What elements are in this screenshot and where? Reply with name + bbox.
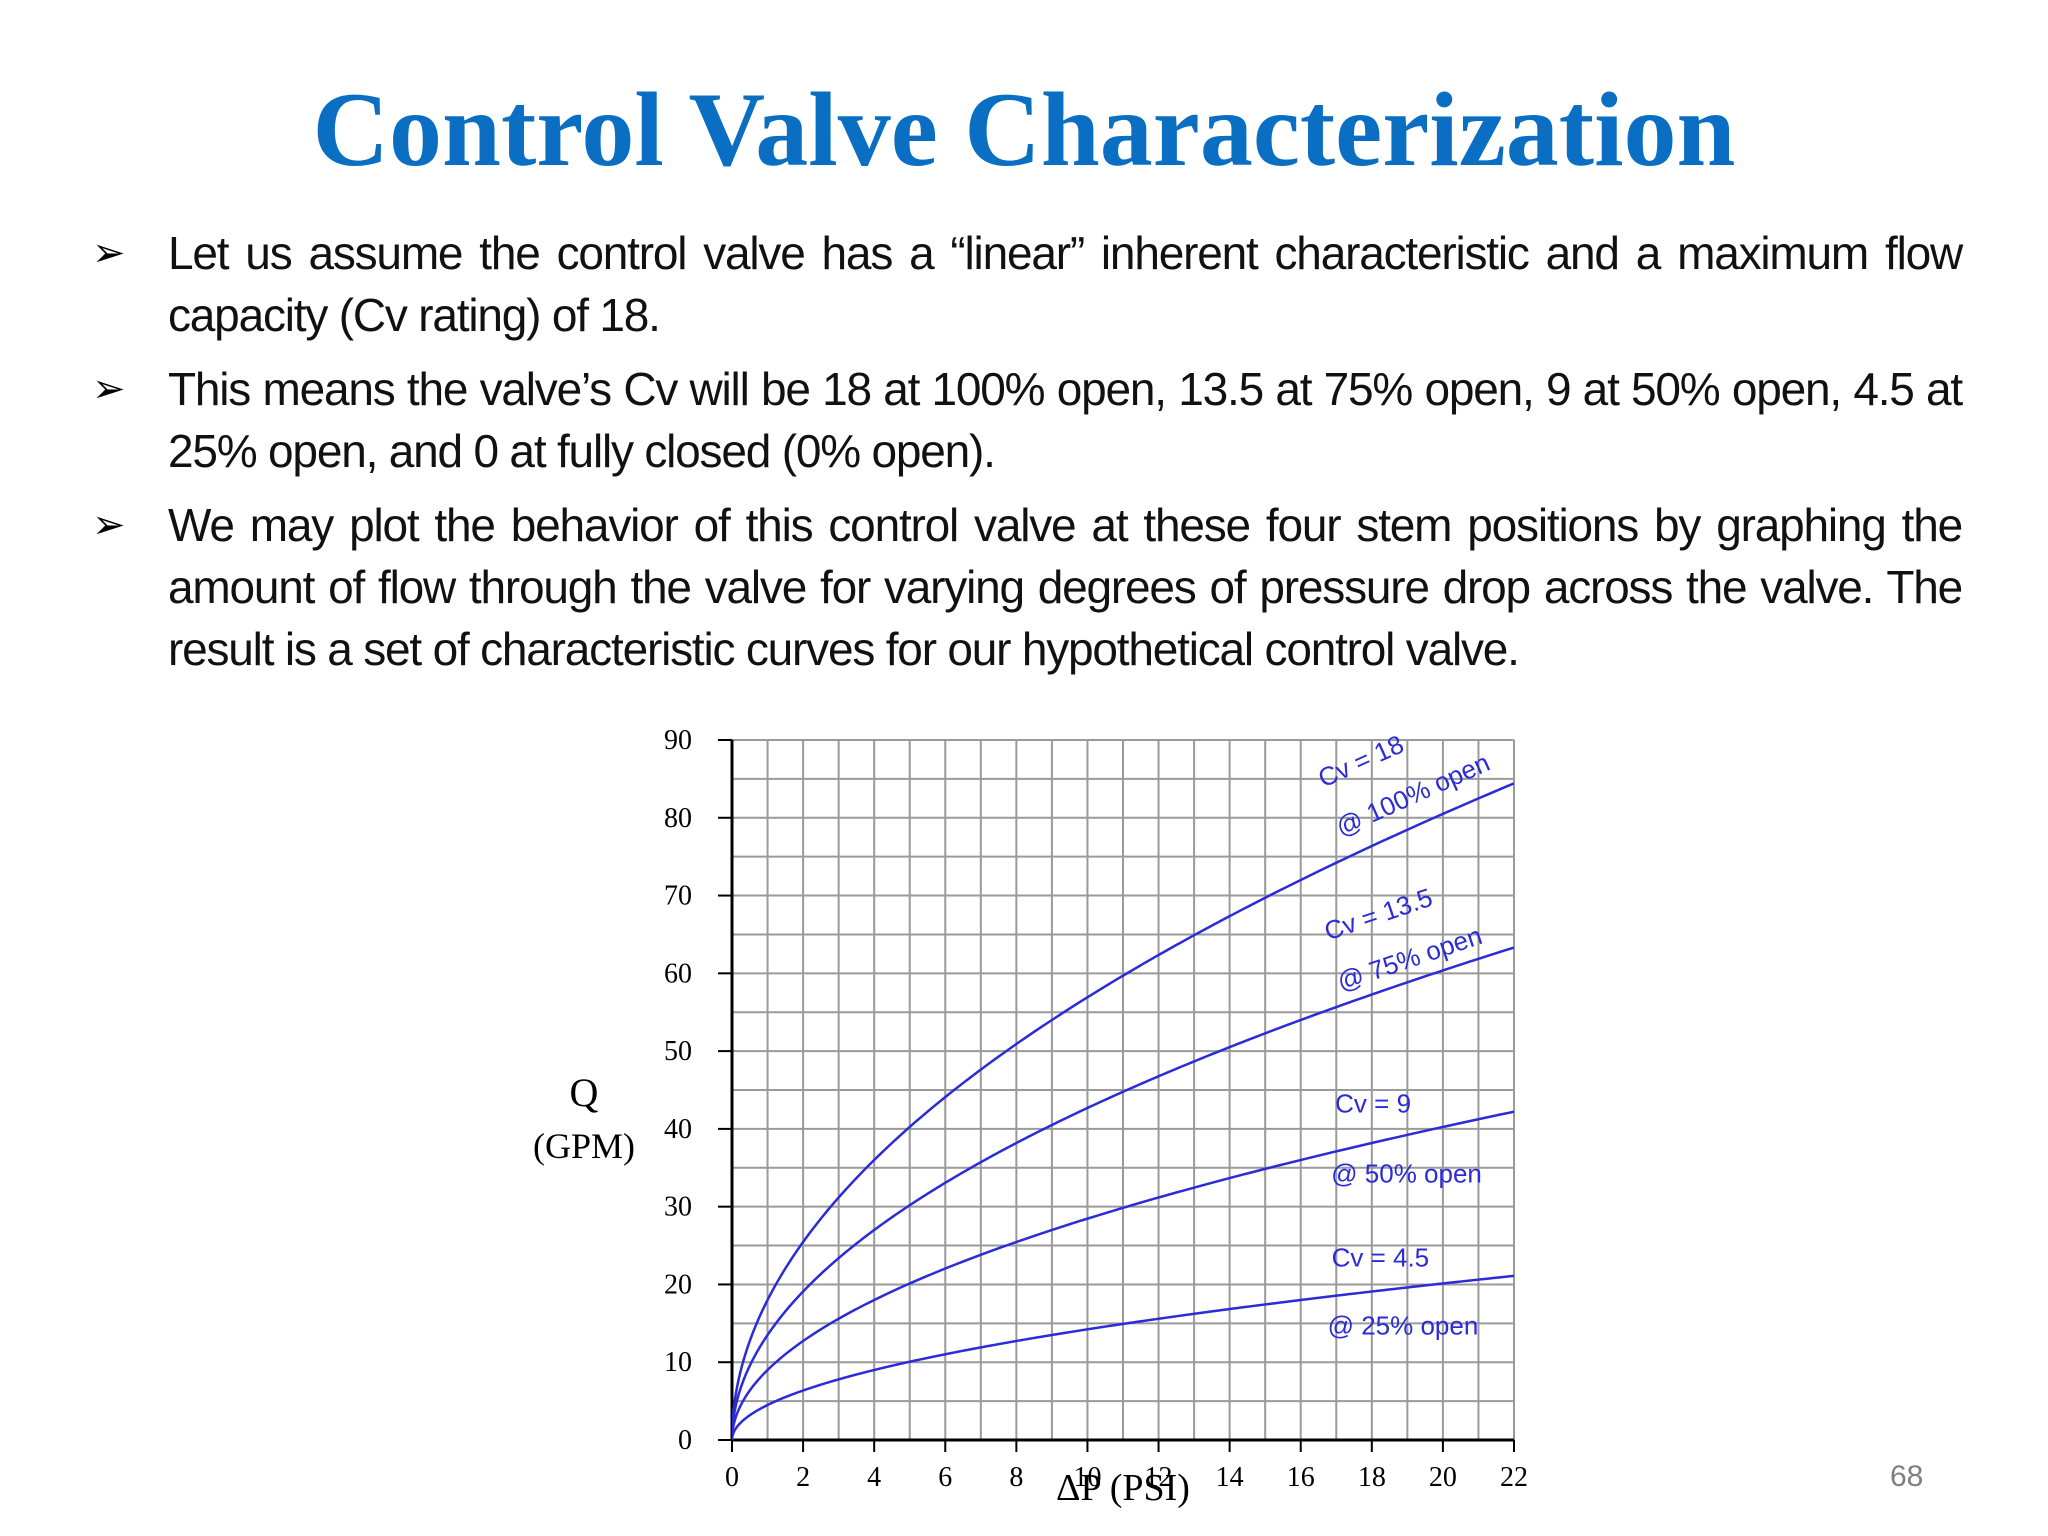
series-label-group: Cv = 9 @ 50% open — [1331, 1088, 1482, 1188]
valve-characteristic-chart: 0 10 20 30 40 50 60 70 80 90 0 2 4 6 8 10 12 14 16 18 20 22 C… — [533, 725, 1528, 1509]
series-label-cv: Cv = 13.5 — [1320, 882, 1436, 946]
bullet-text: Let us assume the control valve has a “l… — [168, 227, 1963, 341]
y-tick-label: 70 — [664, 881, 692, 912]
bullet-item: ➢ Let us assume the control valve has a … — [92, 222, 1963, 346]
series-line-cv-4-5 — [732, 1274, 1514, 1440]
bullet-item: ➢ We may plot the behavior of this contr… — [92, 494, 1963, 680]
y-tick-label: 20 — [664, 1269, 692, 1300]
x-tick-label: 0 — [725, 1462, 739, 1493]
page-number: 68 — [1890, 1460, 1924, 1493]
x-tick-label: 16 — [1287, 1462, 1315, 1493]
x-tick-label: 14 — [1216, 1462, 1244, 1493]
series-label-cv: Cv = 9 — [1335, 1088, 1411, 1118]
bullet-text: This means the valve’s Cv will be 18 at … — [168, 363, 1963, 477]
y-tick-label: 30 — [664, 1192, 692, 1223]
y-axis-unit-label: (GPM) — [533, 1126, 635, 1166]
x-tick-label: 2 — [796, 1462, 810, 1493]
series-label-cv: Cv = 18 — [1313, 729, 1408, 794]
x-tick-label: 6 — [938, 1462, 952, 1493]
y-axis-label: Q — [570, 1070, 599, 1115]
x-tick-label: 12 — [1145, 1462, 1173, 1493]
bullet-item: ➢ This means the valve’s Cv will be 18 a… — [92, 358, 1963, 482]
arrow-bullet-icon: ➢ — [92, 366, 126, 412]
series-line-cv-18 — [732, 782, 1514, 1440]
y-tick-label: 50 — [664, 1036, 692, 1067]
bullet-list: ➢ Let us assume the control valve has a … — [92, 222, 1963, 692]
chart-tick-labels: 0 10 20 30 40 50 60 70 80 90 0 2 4 6 8 10 12 14 16 18 20 22 — [664, 725, 1528, 1493]
x-tick-label: 8 — [1009, 1462, 1023, 1493]
series-label-group: Cv = 18@ 100% open — [1313, 729, 1494, 843]
x-tick-label: 4 — [867, 1462, 881, 1493]
slide-title: Control Valve Characterization — [312, 71, 1736, 188]
y-tick-label: 80 — [664, 803, 692, 834]
arrow-bullet-icon: ➢ — [92, 502, 126, 548]
x-tick-label: 20 — [1429, 1462, 1457, 1493]
chart-curves — [732, 782, 1514, 1440]
arrow-bullet-icon: ➢ — [92, 230, 126, 276]
x-tick-label: 22 — [1500, 1462, 1528, 1493]
x-tick-label: 18 — [1358, 1462, 1386, 1493]
series-label-cv: Cv = 4.5 — [1332, 1243, 1430, 1273]
y-tick-label: 40 — [664, 1114, 692, 1145]
series-label-opening: @ 25% open — [1328, 1311, 1479, 1341]
series-line-cv-13-5 — [732, 946, 1514, 1440]
series-label-opening: @ 50% open — [1331, 1158, 1482, 1188]
bullet-text: We may plot the behavior of this control… — [168, 499, 1963, 675]
series-label-group: Cv = 4.5 @ 25% open — [1328, 1243, 1479, 1341]
x-axis-label: ΔP (PSI) — [1056, 1467, 1190, 1509]
x-tick-label: 10 — [1073, 1462, 1101, 1493]
y-tick-label: 90 — [664, 725, 692, 756]
y-tick-label: 0 — [678, 1425, 692, 1456]
chart-axes — [730, 740, 1514, 1442]
series-line-cv-9 — [732, 1110, 1514, 1440]
y-tick-label: 60 — [664, 958, 692, 989]
y-tick-label: 10 — [664, 1347, 692, 1378]
